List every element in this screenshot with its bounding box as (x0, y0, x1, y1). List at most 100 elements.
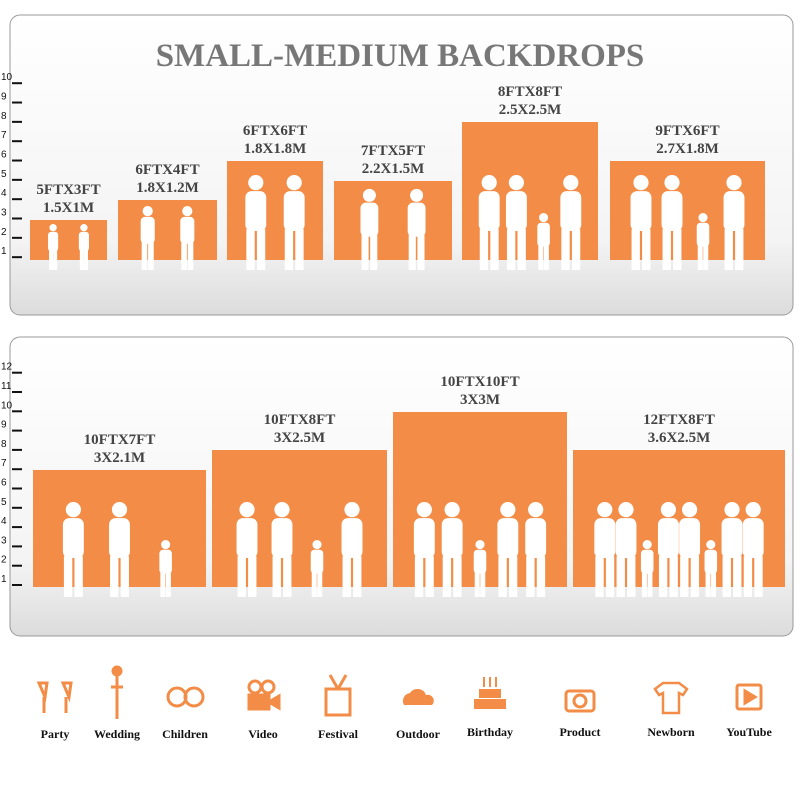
person-body (283, 191, 305, 232)
person-head (597, 502, 613, 518)
category-label: Wedding (94, 727, 140, 741)
person-leg (148, 242, 154, 270)
person-leg (662, 229, 671, 270)
person-leg (342, 556, 351, 597)
backdrop-size-m: 2.2X1.5M (362, 161, 425, 177)
person-leg (284, 229, 294, 270)
person-body (497, 518, 519, 559)
person-leg (490, 229, 499, 270)
person-leg (237, 556, 246, 597)
person-head (726, 175, 742, 191)
person-body (473, 549, 487, 574)
person-head (724, 502, 740, 518)
scale-label: 5 (1, 497, 7, 508)
icon-part (36, 681, 73, 713)
person-head (182, 206, 193, 217)
scale-label: 6 (1, 150, 7, 161)
scale-label: 1 (1, 574, 7, 585)
person-body (505, 191, 527, 232)
person-head (563, 175, 579, 191)
backdrop (227, 161, 323, 260)
person-head (706, 540, 716, 550)
person-head (508, 175, 524, 191)
backdrop-size-ft: 7FTX5FT (361, 143, 425, 159)
title: SMALL-MEDIUM BACKDROPS (156, 38, 645, 74)
person-leg (631, 229, 640, 270)
person-leg (110, 556, 119, 597)
category-icon (36, 681, 73, 713)
person-body (140, 216, 155, 244)
person-leg (703, 245, 709, 270)
person-head (142, 206, 153, 217)
category-label: Party (41, 727, 70, 741)
person-leg (536, 556, 546, 597)
person-leg (283, 556, 292, 597)
icon-part (247, 693, 271, 711)
person-leg (442, 556, 452, 597)
backdrop-size-ft: 10FTX8FT (264, 412, 336, 428)
category-icon (735, 683, 763, 711)
backdrop-size-ft: 10FTX10FT (440, 374, 519, 390)
backdrop-size-m: 2.5X2.5M (499, 102, 562, 118)
scale-label: 7 (1, 458, 7, 469)
person-leg (508, 556, 518, 597)
person-leg (480, 572, 486, 597)
person-leg (53, 250, 58, 270)
person-head (111, 502, 128, 518)
icon-part (328, 674, 348, 690)
backdrop-size-ft: 8FTX8FT (498, 84, 562, 100)
person-body (594, 518, 616, 559)
person-leg (754, 556, 763, 597)
person-head (362, 188, 376, 202)
person-head (312, 540, 322, 550)
backdrop-size-m: 1.8X1.2M (136, 180, 199, 196)
person-leg (605, 556, 615, 597)
person-leg (673, 229, 682, 270)
person-leg (414, 556, 424, 597)
scale-label: 2 (1, 555, 7, 566)
person-leg (63, 556, 73, 597)
icon-part (743, 688, 758, 706)
person-leg (571, 229, 581, 270)
category-icon (111, 665, 123, 719)
person-leg (141, 242, 148, 270)
backdrop-size-m: 3X2.5M (274, 430, 325, 446)
category-icon (247, 679, 281, 711)
category-icon (402, 688, 434, 705)
person-leg (248, 556, 257, 597)
person-body (441, 518, 463, 559)
backdrop-size-m: 1.5X1M (43, 200, 94, 216)
person-leg (561, 229, 570, 270)
person-leg (538, 245, 544, 270)
category-icon (166, 686, 205, 708)
person-body (630, 191, 652, 232)
person-head (660, 502, 677, 518)
backdrop-size-ft: 12FTX8FT (643, 412, 715, 428)
person-leg (642, 229, 651, 270)
person-leg (317, 572, 323, 597)
icon-part (266, 693, 281, 711)
person-leg (543, 245, 549, 270)
person-body (640, 549, 654, 574)
person-head (239, 502, 255, 518)
category-label: Birthday (467, 725, 513, 739)
backdrop-size-ft: 6FTX4FT (135, 162, 199, 178)
category-icon (474, 677, 506, 709)
person-body (525, 518, 547, 559)
scale-label: 4 (1, 188, 7, 199)
person-body (723, 191, 745, 232)
person-head (248, 175, 264, 191)
scale-label: 7 (1, 130, 7, 141)
person-leg (658, 556, 668, 597)
person-leg (187, 242, 194, 270)
scale-label: 3 (1, 535, 7, 546)
person-body (413, 518, 435, 559)
person-leg (311, 572, 317, 597)
person-body (62, 518, 84, 559)
person-body (180, 216, 195, 244)
scale-label: 8 (1, 111, 7, 122)
backdrop-size-m: 2.7X1.8M (656, 141, 719, 157)
scale-label: 9 (1, 420, 7, 431)
person-leg (705, 572, 711, 597)
